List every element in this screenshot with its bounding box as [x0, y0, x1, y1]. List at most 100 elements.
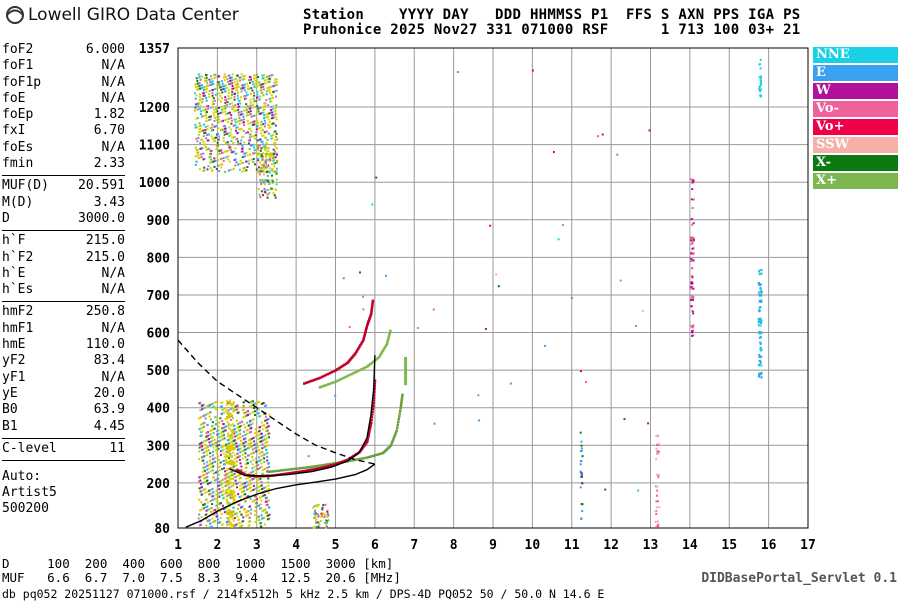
echo-point: [656, 444, 659, 447]
echo-point: [581, 510, 584, 513]
echo-point: [222, 438, 225, 441]
echo-point: [216, 429, 219, 432]
echo-point: [275, 178, 278, 181]
echo-point: [259, 436, 262, 439]
echo-point: [263, 102, 266, 105]
echo-point: [478, 419, 481, 422]
x-trace-point: [279, 469, 283, 472]
x2-trace-point: [334, 380, 337, 383]
echo-point: [202, 470, 205, 473]
x-trace-point: [304, 466, 307, 469]
echo-point: [251, 106, 254, 109]
echo-point: [223, 79, 226, 82]
echo-point: [226, 149, 229, 152]
echo-point: [231, 460, 234, 463]
echo-point: [240, 424, 243, 427]
echo-point: [225, 461, 228, 464]
echo-point: [226, 484, 229, 487]
echo-point: [759, 90, 762, 93]
echo-point: [252, 135, 255, 138]
echo-point: [266, 429, 269, 432]
echo-point: [268, 77, 271, 80]
echo-point: [203, 123, 206, 126]
echo-point: [259, 477, 262, 480]
o-trace-point: [341, 460, 345, 463]
echo-point: [229, 436, 232, 439]
echo-point: [228, 126, 231, 129]
echo-point: [759, 336, 762, 339]
echo-point: [248, 405, 251, 408]
x2-trace-point: [344, 375, 347, 379]
echo-point: [655, 494, 658, 497]
echo-point: [250, 478, 253, 481]
o2-trace-point: [366, 322, 369, 326]
echo-point: [210, 506, 213, 509]
param-value: N/A: [101, 90, 125, 106]
echo-point: [266, 75, 269, 78]
echo-point: [691, 236, 694, 239]
echo-point: [580, 472, 583, 475]
x2-trace-point: [330, 381, 334, 385]
echo-point: [245, 108, 248, 111]
echo-point: [235, 129, 238, 132]
param-value: 11: [109, 440, 125, 456]
echo-point: [247, 139, 250, 142]
echo-point: [342, 277, 345, 280]
echo-point: [242, 405, 245, 408]
y-tick-label: 600: [147, 327, 171, 342]
echo-point: [202, 141, 205, 144]
o-trace-point: [334, 463, 337, 466]
echo-point: [198, 93, 201, 96]
echo-point: [211, 439, 214, 442]
echo-point: [260, 83, 263, 86]
echo-point: [269, 188, 272, 191]
echo-point: [240, 147, 243, 150]
echo-point: [209, 418, 212, 421]
echo-point: [227, 494, 230, 497]
echo-point: [224, 418, 227, 421]
echo-point: [223, 474, 226, 477]
echo-point: [242, 416, 245, 419]
echo-point: [198, 76, 201, 79]
x2-trace-point: [342, 376, 345, 380]
echo-point: [759, 283, 762, 286]
echo-point: [257, 76, 260, 79]
echo-point: [690, 178, 693, 181]
echo-point: [268, 89, 271, 92]
echo-point: [217, 455, 220, 458]
echo-point: [230, 82, 233, 85]
echo-point: [232, 124, 235, 127]
x-trace-point: [401, 393, 404, 397]
echo-point: [233, 468, 236, 471]
x-trace-point: [391, 438, 395, 442]
echo-point: [207, 119, 210, 122]
echo-point: [199, 446, 202, 449]
echo-point: [276, 167, 279, 170]
echo-point: [263, 486, 266, 489]
echo-point: [238, 168, 241, 171]
echo-point: [209, 455, 212, 458]
echo-point: [255, 494, 258, 497]
echo-point: [256, 110, 259, 113]
param-value: 250.8: [85, 304, 125, 320]
echo-point: [216, 84, 219, 87]
echo-point: [241, 505, 244, 508]
echo-point: [235, 442, 238, 445]
echo-point: [247, 142, 250, 145]
echo-point: [263, 145, 266, 148]
o-trace-point: [347, 457, 351, 461]
echo-point: [211, 169, 214, 172]
echo-point: [275, 81, 278, 84]
echo-point: [231, 84, 234, 87]
echo-point: [759, 58, 762, 61]
echo-point: [227, 460, 230, 463]
echo-point: [260, 129, 263, 132]
echo-point: [197, 85, 200, 88]
echo-point: [203, 94, 206, 97]
echo-point: [314, 514, 317, 517]
echo-point: [271, 180, 274, 183]
echo-point: [199, 142, 202, 145]
echo-point: [272, 113, 275, 116]
echo-point: [205, 148, 208, 151]
echo-point: [227, 427, 230, 430]
